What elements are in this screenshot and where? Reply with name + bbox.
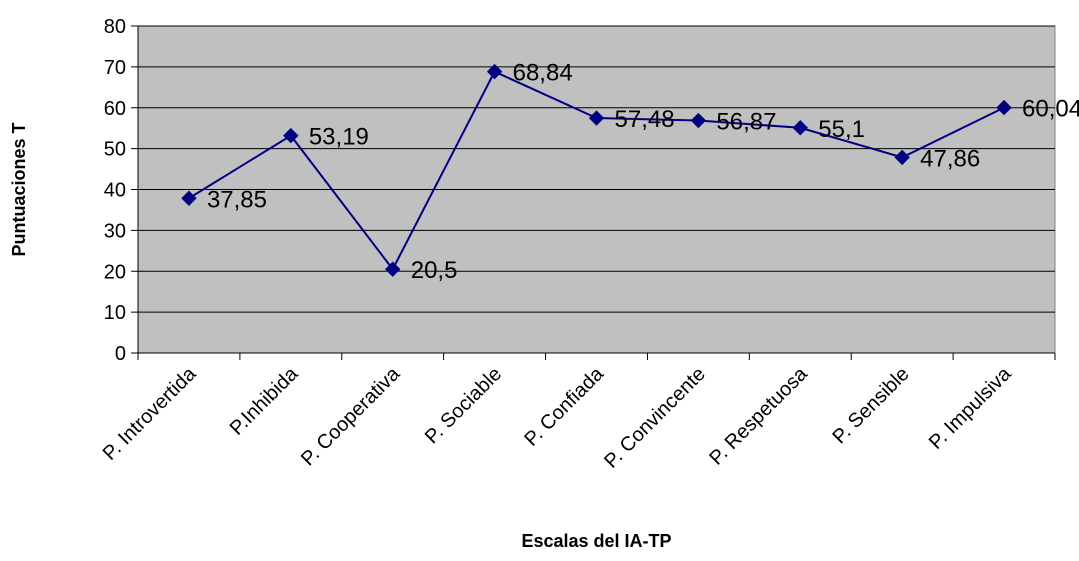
data-point-marker (486, 63, 503, 80)
y-tick-label: 0 (115, 343, 126, 365)
x-tick-label: P. Cooperativa (297, 362, 405, 470)
data-point-marker (588, 110, 605, 126)
y-axis-title: Puntuaciones T (9, 122, 29, 256)
x-tick-label: P. Sensible (828, 363, 913, 448)
data-point-marker (996, 99, 1012, 116)
data-point-marker (283, 127, 299, 144)
y-tick-label: 30 (104, 220, 126, 242)
x-tick-label: P. Respetuosa (705, 362, 812, 469)
y-tick-label: 60 (104, 98, 126, 120)
x-axis-title: Escalas del IA-TP (521, 531, 671, 551)
data-label: 57,48 (615, 106, 675, 133)
data-label: 53,19 (309, 124, 369, 151)
y-axis: 0 10 20 30 40 50 60 70 80 (104, 16, 139, 365)
y-tick-label: 70 (104, 57, 126, 79)
data-label: 60,04 (1022, 96, 1079, 123)
x-tick-label: P. Introvertida (99, 362, 201, 464)
x-tick-label: P. Convincente (600, 363, 710, 473)
series-markers (181, 63, 1012, 277)
x-tick-label: P. Impulsiva (925, 362, 1016, 453)
x-tick-label: P. Confiada (520, 362, 608, 450)
data-label: 56,87 (716, 109, 776, 136)
data-point-marker (792, 120, 808, 136)
x-tick-label: P. Sociable (421, 363, 506, 448)
data-labels: 37,85 53,19 20,5 68,84 57,48 56,87 55,1 47,86 60… (207, 60, 1079, 285)
data-label: 55,1 (818, 116, 865, 143)
y-tick-label: 80 (104, 16, 126, 38)
y-tick-label: 20 (104, 261, 126, 283)
y-tick-label: 50 (104, 139, 126, 161)
x-tick-label: P.Inhibida (226, 362, 303, 439)
data-point-marker (385, 261, 401, 277)
data-label: 47,86 (920, 145, 980, 172)
data-label: 37,85 (207, 186, 267, 213)
data-label: 68,84 (513, 60, 573, 87)
data-point-marker (181, 190, 197, 206)
data-point-marker (690, 112, 707, 129)
y-tick-label: 40 (104, 180, 126, 202)
gridlines (138, 25, 1055, 313)
y-tick-label: 10 (104, 302, 126, 324)
data-label: 20,5 (411, 257, 458, 284)
data-point-marker (894, 149, 910, 166)
